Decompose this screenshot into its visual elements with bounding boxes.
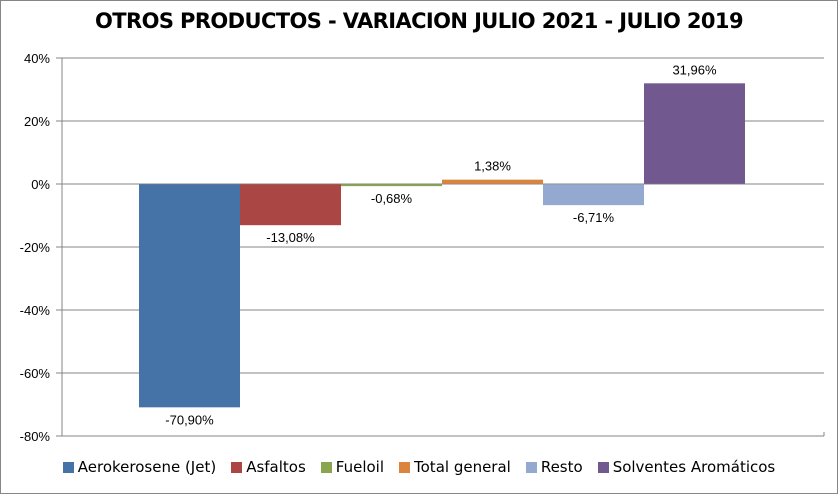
data-label: -70,90%	[165, 412, 214, 427]
legend-item: Aerokerosene (Jet)	[62, 458, 217, 476]
bar-5	[644, 83, 745, 184]
legend-label: Aerokerosene (Jet)	[77, 458, 217, 476]
data-label: 31,96%	[672, 62, 717, 77]
bar-1	[240, 184, 341, 226]
y-tick-label: 0%	[31, 177, 50, 192]
y-tick-label: -20%	[20, 240, 51, 255]
legend-item: Solventes Aromáticos	[597, 458, 776, 476]
legend-item: Fueloil	[320, 458, 385, 476]
data-label: -6,71%	[573, 210, 615, 225]
bar-3	[442, 179, 543, 184]
legend-swatch	[62, 461, 74, 473]
legend-item: Total general	[399, 458, 511, 476]
bar-4	[543, 184, 644, 206]
legend-item: Resto	[525, 458, 583, 476]
y-tick-label: -80%	[20, 429, 51, 444]
y-tick-label: 20%	[24, 114, 50, 129]
y-tick-label: -40%	[20, 303, 51, 318]
legend-label: Fueloil	[335, 458, 385, 476]
legend-label: Resto	[540, 458, 583, 476]
legend-swatch	[399, 461, 411, 473]
chart-title: OTROS PRODUCTOS - VARIACION JULIO 2021 -…	[95, 9, 744, 33]
bar-0	[139, 184, 240, 408]
legend-label: Asfaltos	[246, 458, 306, 476]
legend-item: Asfaltos	[231, 458, 306, 476]
legend-swatch	[525, 461, 537, 473]
bar-2	[341, 184, 442, 187]
legend-label: Solventes Aromáticos	[612, 458, 776, 476]
legend-swatch	[320, 461, 332, 473]
data-label: -13,08%	[266, 230, 315, 245]
chart-legend: Aerokerosene (Jet) Asfaltos Fueloil Total g…	[0, 458, 838, 476]
data-label: -0,68%	[371, 191, 413, 206]
legend-label: Total general	[414, 458, 511, 476]
data-label: 1,38%	[474, 159, 511, 174]
legend-swatch	[231, 461, 243, 473]
legend-swatch	[597, 461, 609, 473]
y-tick-label: 40%	[24, 51, 50, 66]
y-tick-label: -60%	[20, 366, 51, 381]
